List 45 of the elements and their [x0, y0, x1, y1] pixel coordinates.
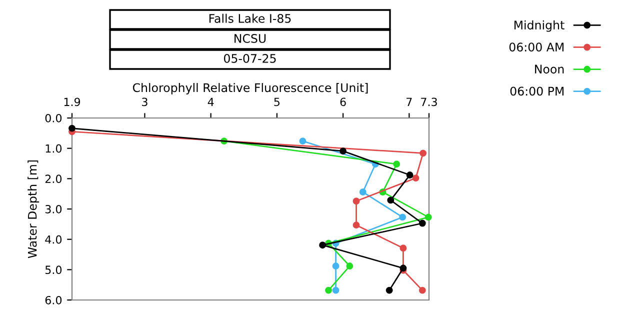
point	[359, 188, 366, 196]
point	[418, 220, 426, 227]
x-tick-label: 6	[340, 98, 346, 106]
y-tick-label: 2.0	[45, 174, 62, 184]
x-tick-label: 1.9	[64, 98, 80, 106]
point	[340, 148, 347, 155]
point	[68, 124, 76, 132]
point	[386, 286, 393, 294]
legend-label: Midnight	[514, 20, 564, 32]
point	[387, 196, 394, 204]
point	[412, 174, 420, 182]
point	[393, 160, 400, 168]
point	[299, 138, 306, 145]
y-tick-label: 1.0	[46, 144, 62, 153]
point	[399, 214, 406, 221]
y-tick-label: 3.0	[45, 204, 62, 214]
point	[406, 172, 414, 178]
point	[332, 262, 340, 270]
chart-subtitle: NCSU	[234, 34, 266, 43]
legend-label: 06:00 AM	[509, 42, 564, 52]
y-axis-title: Water Depth [m]	[28, 160, 40, 258]
chart-title: Falls Lake I-85	[209, 14, 291, 23]
legend-label: 06:00 PM	[510, 86, 564, 96]
x-tick-label: 3	[142, 98, 148, 106]
text: 05-07-25	[224, 54, 276, 63]
point	[332, 286, 340, 294]
point	[346, 262, 354, 270]
x-tick-label: 4	[208, 98, 214, 106]
point	[424, 214, 432, 221]
point	[352, 198, 360, 205]
point	[400, 244, 407, 252]
point	[420, 150, 427, 157]
x-axis-title: Chlorophyll Relative Fluorescence [Unit]	[132, 83, 368, 94]
legend-label: Noon	[535, 64, 564, 74]
x-tick-label: 7.3	[421, 98, 437, 106]
point	[325, 286, 332, 294]
x-tick-label: 7	[406, 98, 412, 106]
y-tick-label: 0.0	[45, 114, 62, 122]
y-tick-label: 6.0	[45, 296, 62, 304]
point	[319, 242, 326, 249]
y-tick-label: 4.0	[45, 235, 62, 244]
point	[352, 222, 360, 229]
y-tick-label: 5.0	[45, 266, 62, 274]
x-tick-label: 5	[274, 98, 280, 106]
point	[418, 286, 426, 294]
